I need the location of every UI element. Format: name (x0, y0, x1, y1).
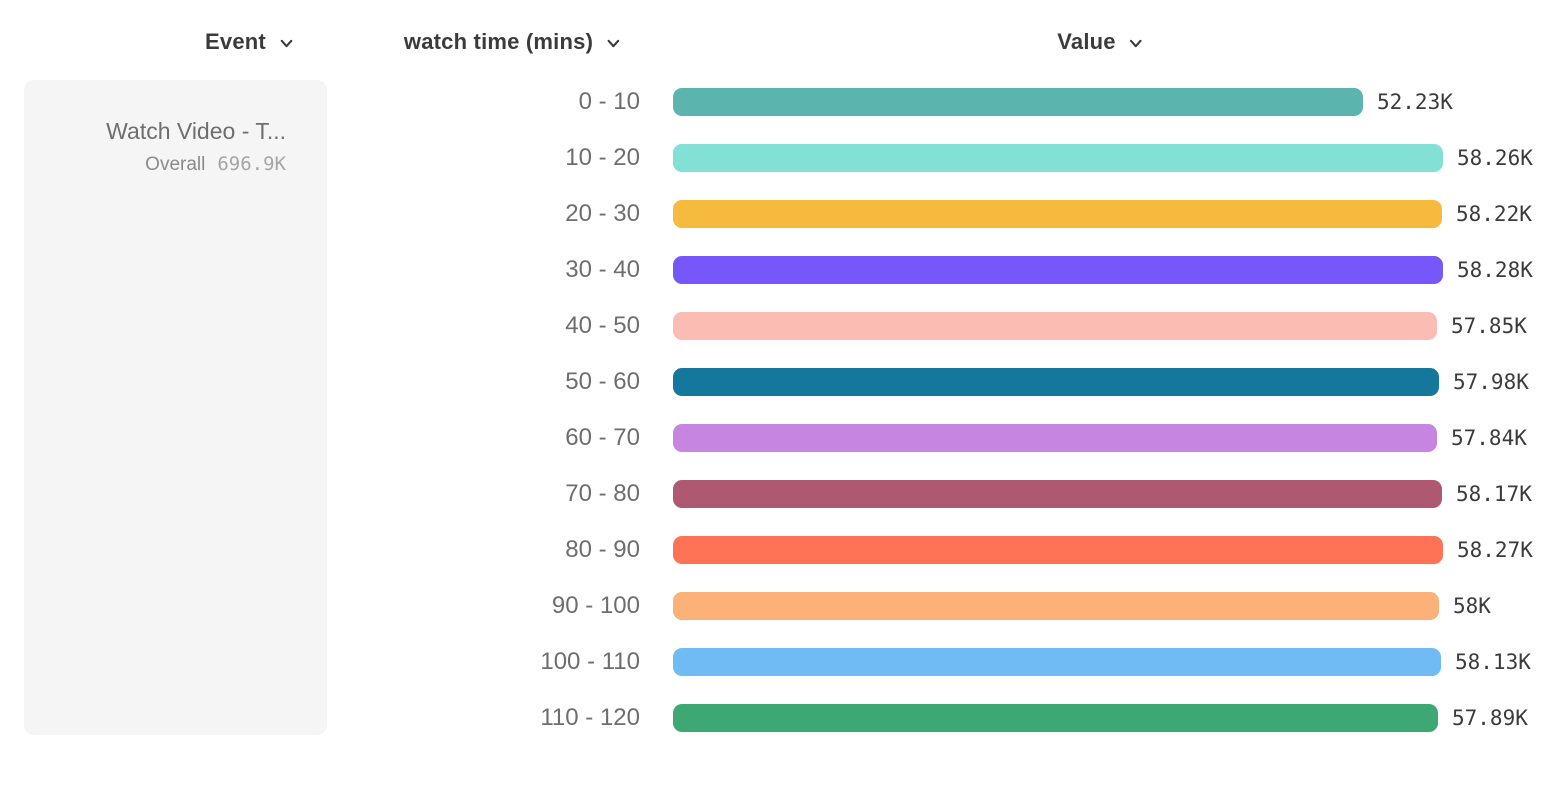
bucket-label: 60 - 70 (565, 424, 640, 451)
bar-value-label: 58.27K (1457, 538, 1533, 562)
bucket-label: 90 - 100 (551, 592, 640, 619)
chart-row: 70 - 80 58.17K (0, 466, 1568, 522)
value-column-header[interactable]: Value (1057, 29, 1144, 55)
bar-segment[interactable] (673, 144, 1443, 172)
series-column-label: watch time (mins) (403, 29, 594, 54)
chart-row: 80 - 90 58.27K (0, 522, 1568, 578)
bar-chart: 0 - 10 52.23K 10 - 20 58.26K 20 - 30 58.… (0, 74, 1568, 746)
bar-value-label: 58.22K (1456, 202, 1532, 226)
chevron-down-icon (607, 39, 620, 48)
chart-row: 10 - 20 58.26K (0, 130, 1568, 186)
chart-row: 90 - 100 58K (0, 578, 1568, 634)
bar-segment[interactable] (673, 536, 1443, 564)
bucket-label: 50 - 60 (565, 368, 640, 395)
bucket-label: 100 - 110 (540, 648, 640, 675)
chart-row: 50 - 60 57.98K (0, 354, 1568, 410)
overall-label: Overall (145, 154, 206, 175)
overall-value: 696.9K (217, 153, 286, 175)
bucket-label: 30 - 40 (565, 256, 640, 283)
event-column-header[interactable]: Event (205, 29, 295, 55)
bar-value-label: 57.84K (1451, 426, 1527, 450)
chevron-down-icon (1130, 39, 1143, 48)
chart-row: 20 - 30 58.22K (0, 186, 1568, 242)
bucket-label: 80 - 90 (565, 536, 640, 563)
value-column-label: Value (1057, 29, 1116, 54)
bar-value-label: 52.23K (1377, 90, 1453, 114)
bar-value-label: 58.26K (1457, 146, 1533, 170)
bar-value-label: 57.89K (1452, 706, 1528, 730)
bar-value-label: 58K (1453, 594, 1491, 618)
bar-value-label: 58.13K (1455, 650, 1531, 674)
bar-segment[interactable] (673, 704, 1438, 732)
bar-segment[interactable] (673, 200, 1442, 228)
chart-row: 60 - 70 57.84K (0, 410, 1568, 466)
chart-row: 100 - 110 58.13K (0, 634, 1568, 690)
bar-value-label: 58.17K (1456, 482, 1532, 506)
bar-segment[interactable] (673, 424, 1437, 452)
chart-row: 30 - 40 58.28K (0, 242, 1568, 298)
chart-row: 0 - 10 52.23K (0, 74, 1568, 130)
bucket-label: 20 - 30 (565, 200, 640, 227)
bucket-label: 110 - 120 (540, 704, 640, 731)
event-column-label: Event (205, 29, 266, 54)
bar-segment[interactable] (673, 592, 1439, 620)
bar-segment[interactable] (673, 88, 1363, 116)
bar-segment[interactable] (673, 256, 1443, 284)
bucket-label: 10 - 20 (565, 144, 640, 171)
bar-value-label: 57.85K (1451, 314, 1527, 338)
series-column-header[interactable]: watch time (mins) (404, 29, 622, 55)
event-name: Watch Video - T... (106, 118, 286, 144)
bucket-label: 40 - 50 (565, 312, 640, 339)
chevron-down-icon (280, 39, 293, 48)
bucket-label: 70 - 80 (565, 480, 640, 507)
bar-value-label: 57.98K (1453, 370, 1529, 394)
chart-row: 110 - 120 57.89K (0, 690, 1568, 746)
bar-segment[interactable] (673, 368, 1439, 396)
overall-line: Overall 696.9K (44, 153, 286, 176)
event-legend-card[interactable]: Watch Video - T... Overall 696.9K (24, 80, 327, 735)
bar-segment[interactable] (673, 648, 1441, 676)
bar-segment[interactable] (673, 312, 1437, 340)
chart-row: 40 - 50 57.85K (0, 298, 1568, 354)
bar-value-label: 58.28K (1457, 258, 1533, 282)
bucket-label: 0 - 10 (578, 88, 640, 115)
bar-segment[interactable] (673, 480, 1442, 508)
